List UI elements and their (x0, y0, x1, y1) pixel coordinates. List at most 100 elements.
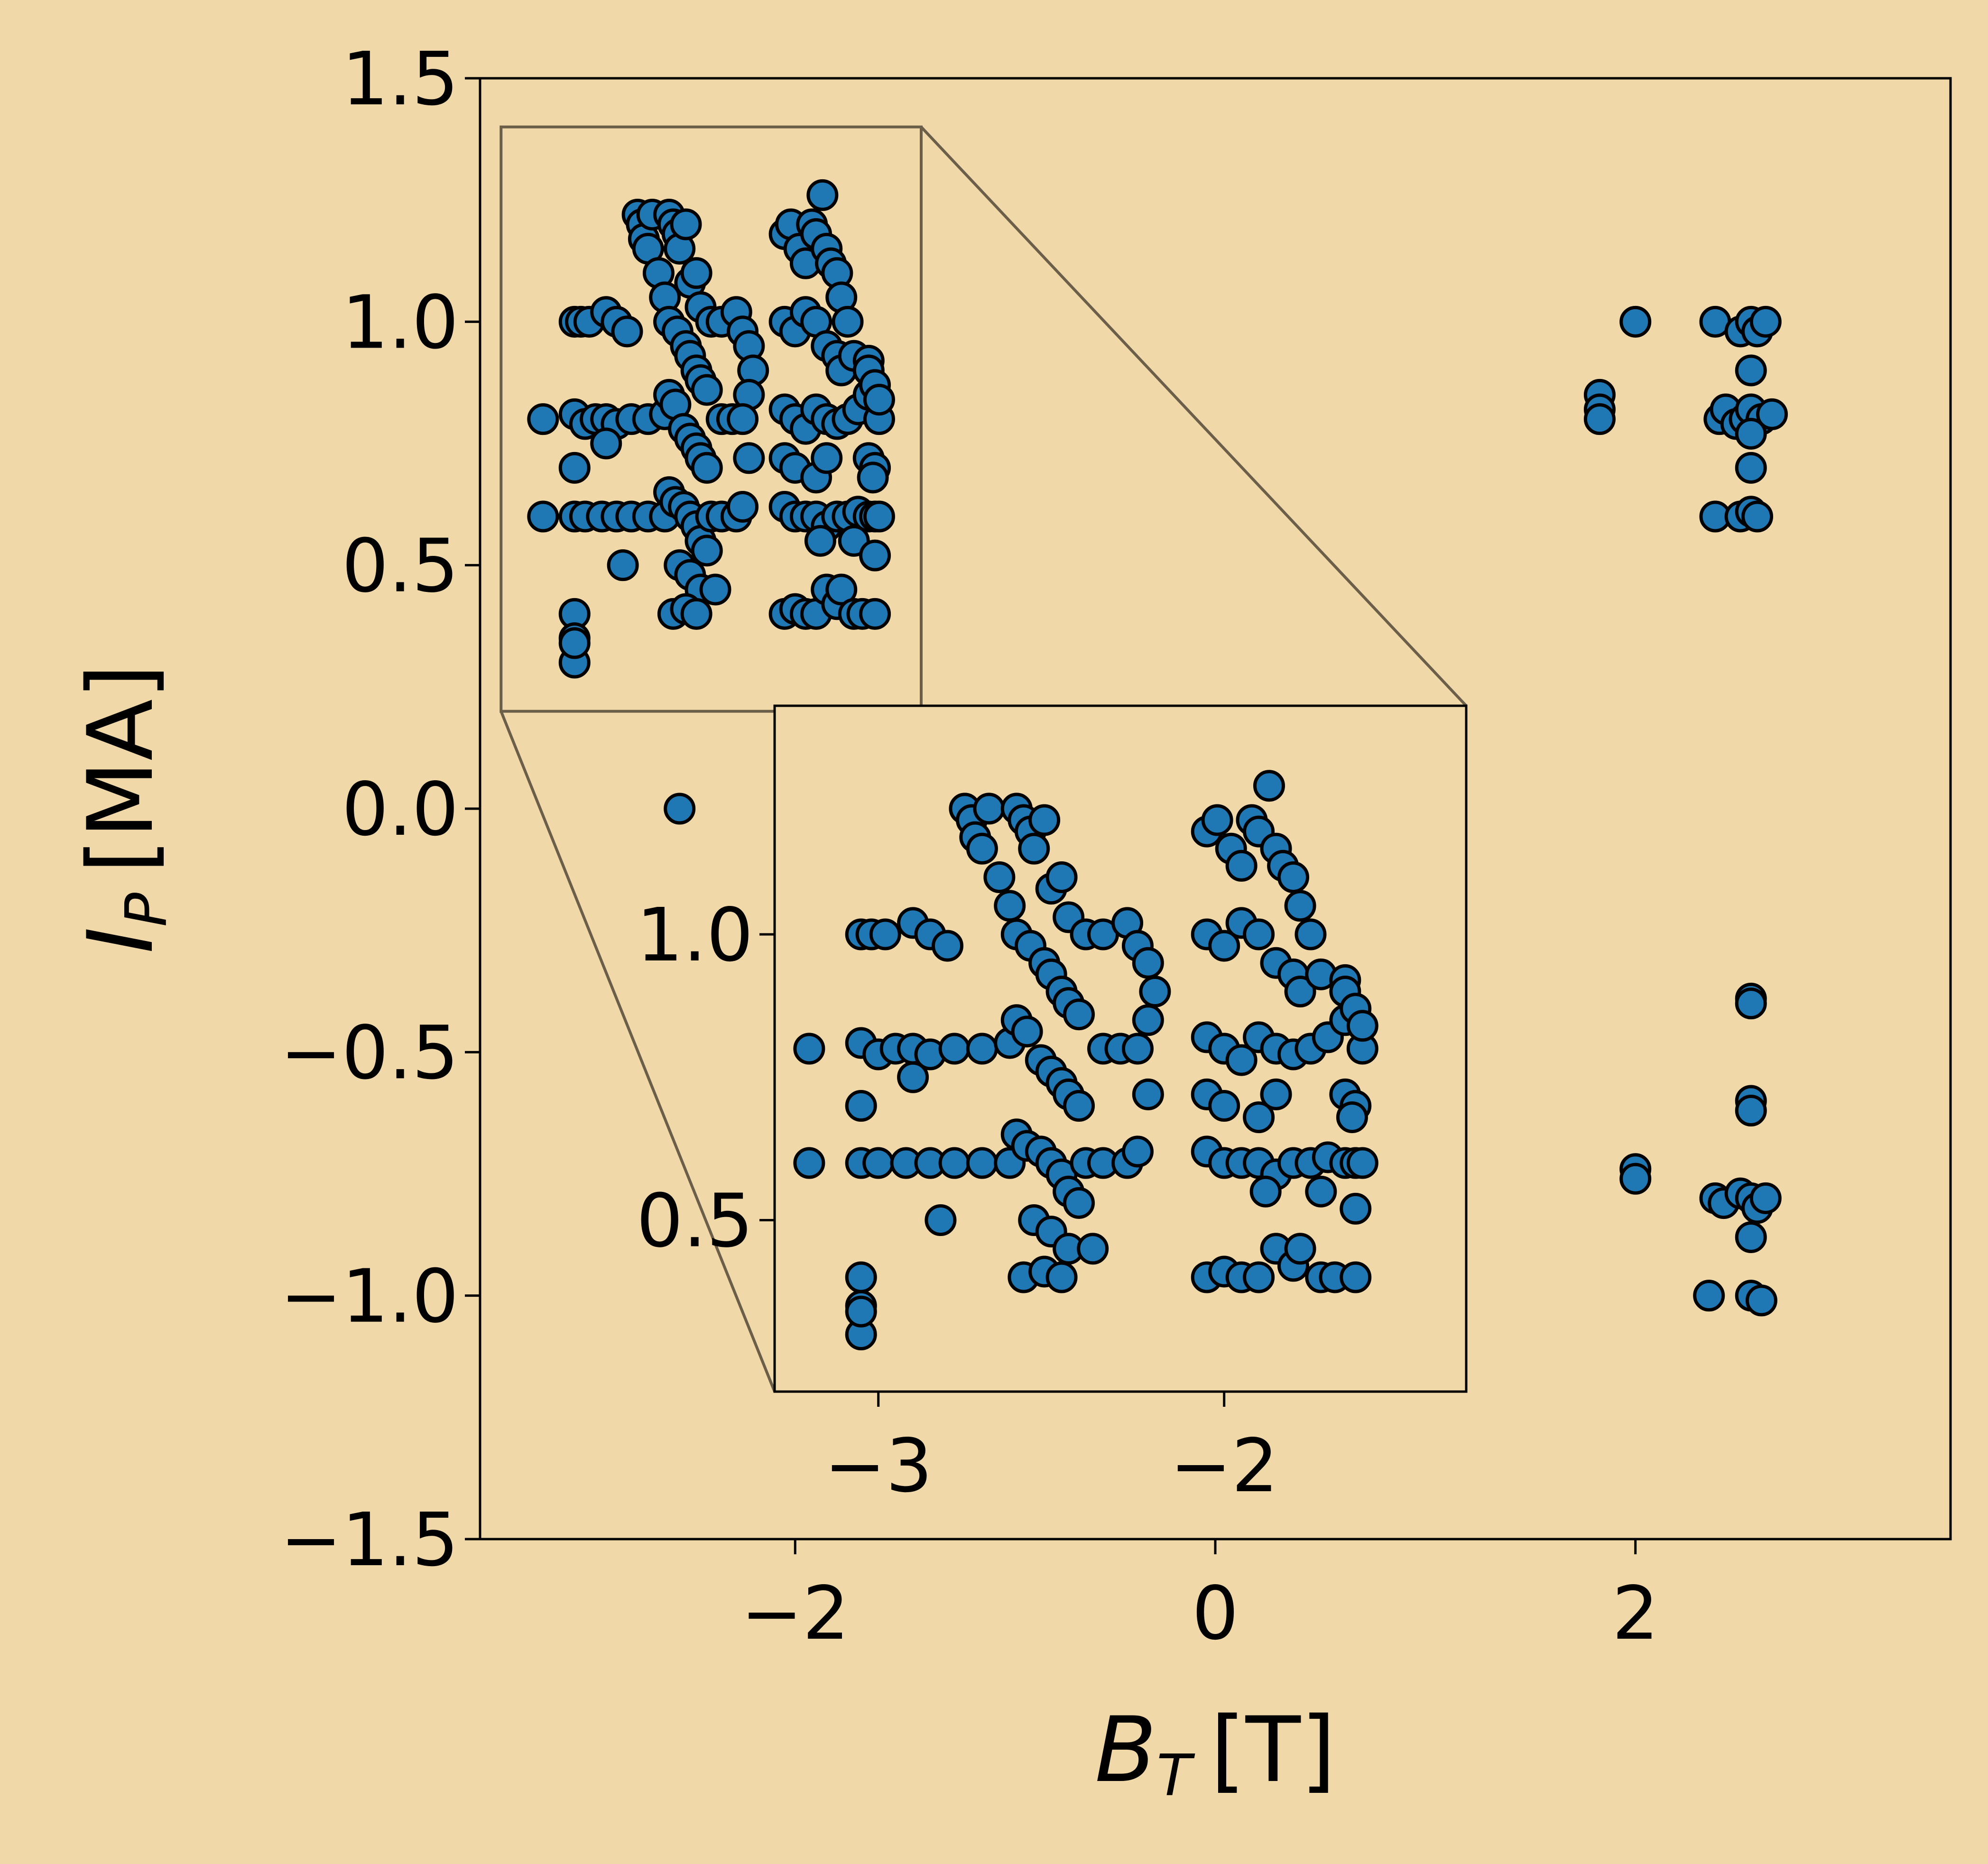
inset-data-point (1346, 1147, 1378, 1179)
inset-data-point (966, 1147, 998, 1179)
main-data-point (1749, 1182, 1782, 1214)
inset-x-ticks: −3 −2 (824, 1392, 1278, 1509)
main-data-point (1735, 354, 1767, 387)
inset-data-point (897, 1061, 929, 1093)
inset-data-point (1132, 1078, 1164, 1110)
inset-points (793, 770, 1378, 1350)
inset-data-point (1284, 1233, 1316, 1265)
main-y-ticks: 1.5 1.0 0.5 0.0 −0.5 −1.0 −1.5 (280, 36, 480, 1583)
inset-data-point (1063, 1090, 1095, 1122)
x-axis-label: BT [T] (1095, 1698, 1336, 1809)
inset-data-point (1336, 1101, 1368, 1134)
main-data-point (1619, 1163, 1652, 1195)
inset-data-point (1260, 1078, 1292, 1110)
inset-plot-area: −3 −2 1.0 0.5 (636, 704, 1468, 1509)
zoom-connector-line (499, 711, 776, 1393)
inset-data-point (1139, 976, 1171, 1007)
main-y-tick-label: 1.0 (342, 279, 459, 365)
inset-data-point (1284, 890, 1316, 922)
inset-data-point (994, 890, 1026, 922)
inset-data-point (1132, 947, 1164, 979)
main-data-point (1735, 1095, 1767, 1127)
main-data-point (1619, 305, 1652, 338)
main-data-point (527, 500, 559, 533)
inset-data-point (1063, 998, 1095, 1031)
main-data-point (825, 573, 858, 606)
inset-data-point (1121, 1135, 1154, 1168)
main-data-point (699, 573, 731, 606)
inset-data-point (1340, 1261, 1372, 1293)
main-data-point (680, 257, 712, 289)
main-data-point (733, 442, 765, 474)
inset-data-point (1028, 804, 1061, 836)
main-data-point (727, 403, 759, 435)
main-data-point (1741, 500, 1774, 533)
inset-data-point (1225, 849, 1258, 882)
y-axis-label: IP[MA] (68, 664, 180, 954)
inset-data-point (1277, 861, 1309, 893)
inset-data-point (1253, 770, 1285, 802)
inset-data-point (1077, 1233, 1109, 1265)
inset-data-point (1284, 976, 1316, 1007)
main-data-point (1735, 417, 1767, 450)
inset-data-point (845, 1295, 877, 1328)
inset-y-ticks: 1.0 0.5 (636, 892, 775, 1264)
main-data-point (691, 535, 723, 567)
inset-data-point (1121, 1033, 1154, 1065)
main-x-tick-label: 2 (1612, 1570, 1659, 1656)
main-data-point (680, 598, 712, 630)
inset-data-point (938, 1033, 971, 1065)
main-data-point (691, 374, 723, 406)
inset-data-point (1063, 1187, 1095, 1219)
inset-data-point (938, 1147, 971, 1179)
inset-data-point (869, 918, 901, 950)
main-y-tick-label: −1.5 (280, 1497, 459, 1583)
zoom-connector-line (920, 126, 1468, 707)
inset-data-point (932, 930, 963, 962)
inset-data-point (1208, 930, 1240, 962)
inset-data-point (966, 1033, 998, 1065)
zoom-region-box (499, 125, 923, 713)
inset-data-point (862, 1147, 895, 1179)
inset-data-point (1201, 804, 1233, 836)
inset-data-point (1018, 832, 1050, 865)
zoom-indicator (499, 125, 1468, 1393)
main-data-point (1745, 1284, 1777, 1317)
main-data-point (859, 539, 891, 572)
inset-data-point (1295, 918, 1327, 950)
main-data-point (558, 452, 591, 484)
main-data-point (558, 627, 591, 659)
inset-data-point (1340, 1192, 1372, 1225)
inset-y-tick-label: 1.0 (636, 892, 753, 978)
inset-data-point (1045, 861, 1078, 893)
main-data-point (806, 179, 839, 211)
inset-data-point (966, 832, 998, 865)
main-points (527, 179, 1788, 1317)
inset-data-point (983, 861, 1016, 893)
inset-data-point (1243, 918, 1275, 950)
main-data-point (863, 500, 895, 533)
main-y-tick-label: −0.5 (280, 1010, 459, 1096)
inset-data-point (1346, 1010, 1378, 1042)
inset-data-point (1045, 1261, 1078, 1293)
main-data-point (811, 442, 843, 474)
main-plot-area: −2 0 2 1.5 1.0 0.5 0.0 −0.5 −1.0 −1.5 (280, 36, 1952, 1656)
main-y-tick-label: 0.0 (342, 766, 459, 852)
main-y-tick-label: 0.5 (342, 523, 459, 609)
inset-data-point (1208, 1090, 1240, 1122)
inset-data-point (1132, 1004, 1164, 1036)
inset-x-tick-label: −2 (1170, 1423, 1278, 1509)
inset-data-point (1225, 1044, 1258, 1076)
main-data-point (691, 452, 723, 484)
main-data-point (1693, 1280, 1725, 1312)
main-data-point (527, 403, 559, 435)
main-data-point (1749, 305, 1782, 338)
main-data-point (1583, 403, 1616, 435)
main-data-point (590, 427, 622, 460)
inset-data-point (925, 1204, 957, 1236)
main-data-point (804, 525, 836, 557)
main-data-point (664, 793, 696, 825)
inset-data-point (845, 1090, 877, 1122)
main-y-tick-label: 1.5 (342, 36, 459, 122)
